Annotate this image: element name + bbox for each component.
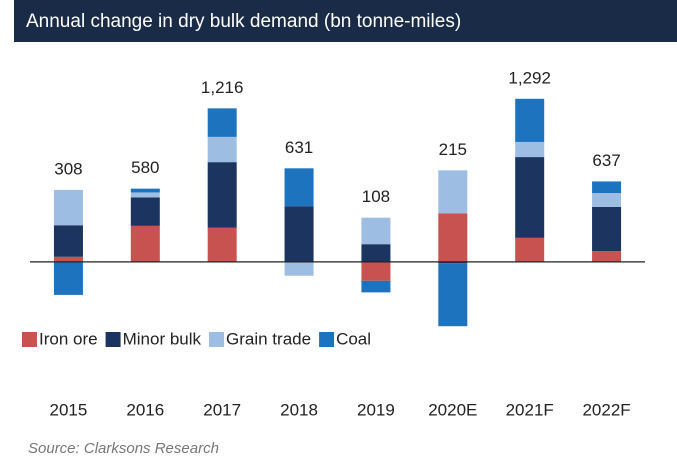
x-tick-label: 2020E bbox=[428, 400, 477, 419]
x-tick-label: 2018 bbox=[280, 400, 318, 419]
bar-segment bbox=[592, 251, 622, 262]
legend-swatch bbox=[105, 332, 121, 347]
bar-segment bbox=[361, 217, 391, 245]
total-label: 108 bbox=[362, 187, 390, 206]
bar-segment bbox=[207, 136, 237, 163]
bar-segment bbox=[284, 261, 314, 276]
legend-swatch bbox=[22, 332, 37, 347]
bar-segment bbox=[284, 168, 314, 207]
legend-swatch bbox=[319, 332, 335, 347]
bar-segment bbox=[592, 206, 622, 252]
source: Source: Clarksons Research bbox=[28, 440, 219, 457]
bar-segment bbox=[207, 227, 237, 262]
bar-segment bbox=[592, 193, 622, 207]
x-tick-label: 2019 bbox=[357, 400, 395, 419]
total-label: 637 bbox=[592, 151, 620, 170]
legend-label: Minor bulk bbox=[123, 329, 202, 348]
bar-segment bbox=[284, 206, 314, 262]
bar-segment bbox=[130, 225, 160, 262]
bar-segment bbox=[515, 141, 545, 158]
bar-segment bbox=[515, 237, 545, 262]
bar-segment bbox=[592, 181, 622, 194]
bar-segment bbox=[130, 197, 160, 226]
legend-label: Iron ore bbox=[39, 329, 98, 348]
total-label: 215 bbox=[439, 140, 467, 159]
bar-segment bbox=[207, 162, 237, 228]
bar-segment bbox=[515, 98, 545, 142]
bar-segment bbox=[361, 261, 391, 281]
bar-segment bbox=[53, 256, 83, 262]
total-label: 631 bbox=[285, 138, 313, 157]
x-tick-label: 2015 bbox=[50, 400, 88, 419]
bar-segment bbox=[130, 188, 160, 193]
legend-swatch bbox=[209, 332, 225, 347]
bar-segment bbox=[438, 213, 468, 262]
chart-title: Annual change in dry bulk demand (bn ton… bbox=[26, 11, 461, 32]
title-bar bbox=[14, 0, 677, 42]
x-tick-label: 2017 bbox=[203, 400, 241, 419]
total-label: 580 bbox=[131, 158, 159, 177]
legend-label: Coal bbox=[336, 329, 371, 348]
total-label: 1,292 bbox=[508, 68, 551, 87]
bar-segment bbox=[53, 261, 83, 295]
bar-segment bbox=[515, 157, 545, 238]
bar-segment bbox=[361, 280, 391, 293]
bar-segment bbox=[438, 263, 468, 327]
x-tick-label: 2016 bbox=[126, 400, 164, 419]
bar-segment bbox=[438, 170, 468, 214]
bar-segment bbox=[361, 244, 391, 262]
legend-label: Grain trade bbox=[226, 329, 311, 348]
bar-segment bbox=[207, 108, 237, 137]
total-label: 1,216 bbox=[201, 78, 244, 97]
bar-segment bbox=[53, 225, 83, 257]
bar-segment bbox=[53, 189, 83, 226]
x-tick-label: 2021F bbox=[506, 400, 554, 419]
x-tick-label: 2022F bbox=[582, 400, 630, 419]
total-label: 308 bbox=[54, 159, 82, 178]
bar-segment bbox=[438, 261, 468, 264]
bar-segment bbox=[130, 192, 160, 198]
